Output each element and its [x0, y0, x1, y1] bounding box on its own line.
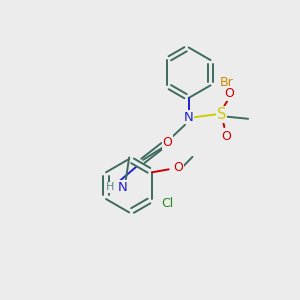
Text: N: N [118, 181, 127, 194]
Text: O: O [221, 130, 231, 143]
Text: O: O [162, 136, 172, 149]
Text: O: O [224, 87, 234, 100]
Text: O: O [174, 161, 184, 174]
Text: S: S [217, 107, 226, 122]
Text: N: N [184, 111, 194, 124]
Text: H: H [106, 182, 115, 192]
Text: Br: Br [220, 76, 234, 89]
Text: Cl: Cl [161, 197, 173, 210]
